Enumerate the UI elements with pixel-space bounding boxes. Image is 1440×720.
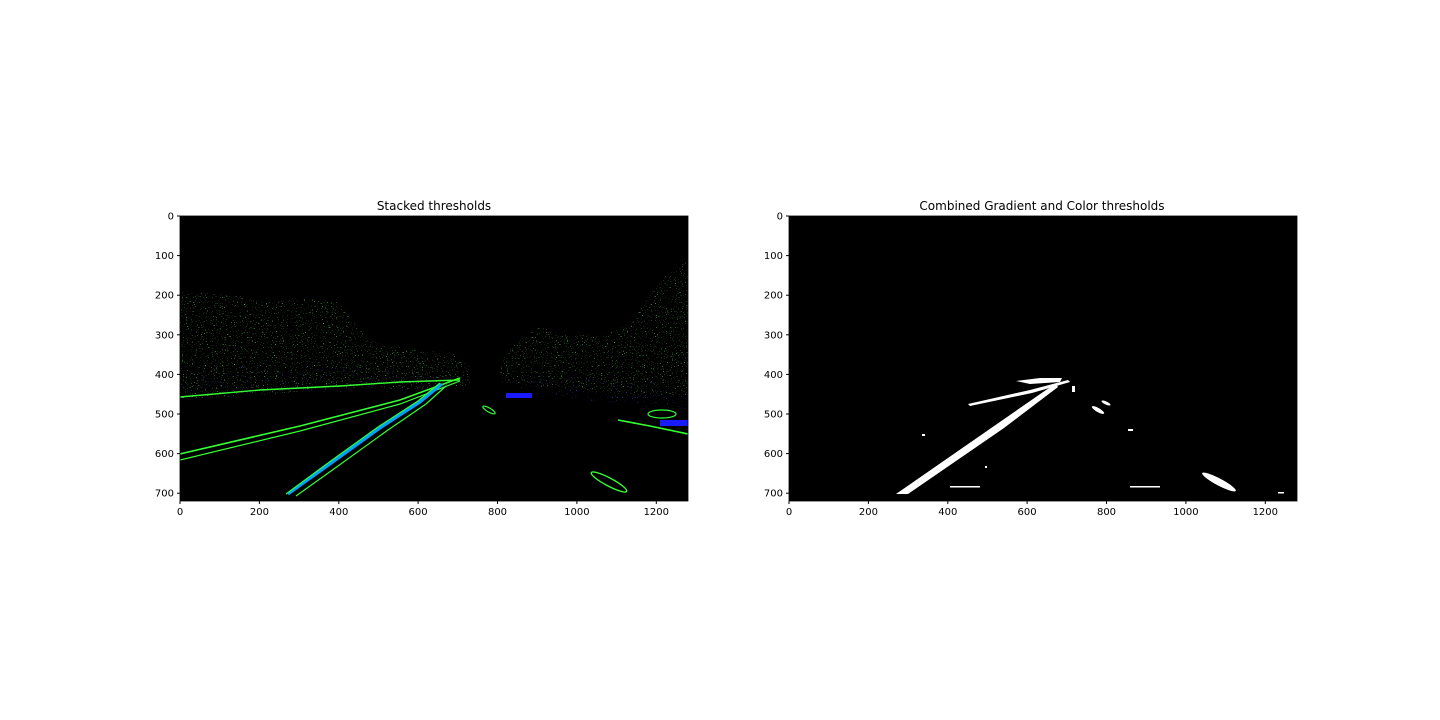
- binary-speck: [922, 434, 925, 436]
- y-tick-label: 200: [155, 291, 174, 302]
- stacked-threshold-pixels: [180, 260, 688, 497]
- x-tick-label: 0: [177, 507, 183, 518]
- y-tick-label: 700: [764, 489, 783, 500]
- x-tick-label: 400: [938, 507, 957, 518]
- color-band-right: [520, 375, 688, 412]
- gradient-dash-mark: [590, 471, 628, 493]
- combined-threshold-pixels: [896, 378, 1284, 494]
- y-tick-label: 300: [764, 330, 783, 341]
- panel-stacked-thresholds: Stacked thresholds: [155, 199, 689, 518]
- gradient-center-lane-b: [295, 385, 447, 497]
- color-blob-b: [660, 420, 688, 426]
- panel-title: Combined Gradient and Color thresholds: [919, 199, 1164, 213]
- y-tick-label: 700: [155, 489, 174, 500]
- axes-frame: [788, 215, 1298, 502]
- y-tick-label: 300: [155, 330, 174, 341]
- binary-speck: [1278, 492, 1284, 494]
- binary-dash-b: [1101, 400, 1111, 406]
- gradient-left-lane-edge: [180, 377, 461, 455]
- y-axis: 0 100 200 300 400 500 600 700: [155, 212, 180, 500]
- x-tick-label: 400: [329, 507, 348, 518]
- color-band-left: [180, 362, 430, 396]
- axes-frame: [179, 215, 689, 502]
- panel-combined-thresholds: Combined Gradient and Color thresholds: [764, 199, 1298, 518]
- binary-dash-mark: [1202, 472, 1236, 492]
- y-tick-label: 0: [777, 212, 783, 223]
- gradient-blob-a: [482, 405, 496, 415]
- y-tick-label: 400: [155, 370, 174, 381]
- y-tick-label: 600: [155, 449, 174, 460]
- y-tick-label: 100: [155, 251, 174, 262]
- x-tick-label: 600: [1018, 507, 1037, 518]
- x-tick-label: 600: [409, 507, 428, 518]
- x-tick-label: 0: [786, 507, 792, 518]
- x-tick-label: 1000: [1173, 507, 1198, 518]
- x-tick-label: 800: [1097, 507, 1116, 518]
- panel-title: Stacked thresholds: [377, 199, 491, 213]
- color-blob-a: [506, 393, 532, 398]
- binary-left-lane: [968, 380, 1070, 406]
- gradient-vegetation-right: [500, 260, 688, 395]
- x-tick-label: 200: [859, 507, 878, 518]
- x-tick-label: 1200: [644, 507, 669, 518]
- y-tick-label: 500: [764, 410, 783, 421]
- y-tick-label: 500: [155, 410, 174, 421]
- y-axis: 0 100 200 300 400 500 600 700: [764, 212, 789, 500]
- gradient-blob-b: [647, 409, 677, 419]
- y-tick-label: 100: [764, 251, 783, 262]
- binary-speck: [1072, 386, 1075, 392]
- y-tick-label: 400: [764, 370, 783, 381]
- x-axis: 0 200 400 600 800 1000 1200: [177, 501, 669, 518]
- x-tick-label: 800: [488, 507, 507, 518]
- gradient-horizon-edge: [180, 379, 461, 398]
- y-tick-label: 600: [764, 449, 783, 460]
- overlap-center-lane: [287, 382, 443, 496]
- binary-center-lane: [896, 384, 1058, 494]
- binary-speck: [1128, 429, 1133, 431]
- binary-speck: [1130, 486, 1160, 488]
- x-tick-label: 200: [250, 507, 269, 518]
- gradient-right-lane: [617, 419, 688, 435]
- image-area: [789, 216, 1297, 501]
- x-axis: 0 200 400 600 800 1000 1200: [786, 501, 1278, 518]
- binary-dash-a: [1091, 406, 1105, 414]
- x-tick-label: 1200: [1253, 507, 1278, 518]
- gradient-center-lane-a: [285, 382, 441, 495]
- binary-speck: [985, 466, 987, 468]
- x-tick-label: 1000: [564, 507, 589, 518]
- y-tick-label: 200: [764, 291, 783, 302]
- binary-speck: [950, 486, 980, 488]
- y-tick-label: 0: [168, 212, 174, 223]
- binary-horizon-blob: [1016, 378, 1062, 384]
